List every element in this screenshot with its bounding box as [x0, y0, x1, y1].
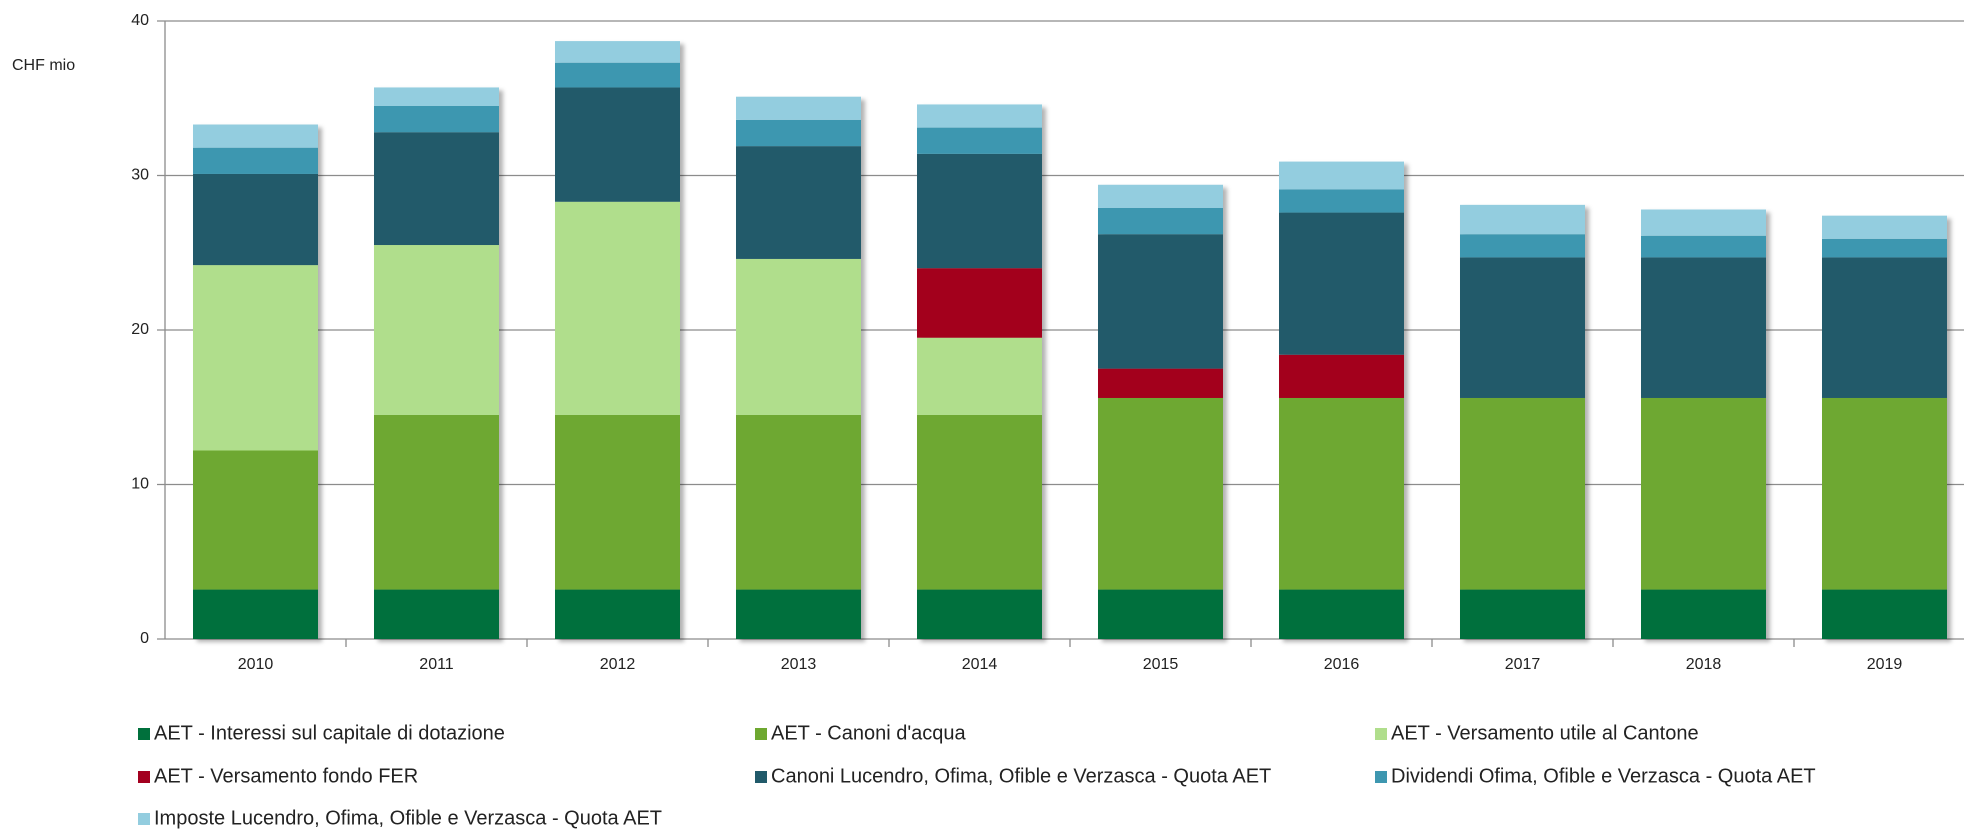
bar-segment: [1822, 215, 1947, 239]
bars: [193, 41, 1947, 639]
bar-segment: [374, 245, 499, 415]
bar-segment: [1460, 234, 1585, 258]
y-tick-label: 20: [131, 321, 149, 338]
bar-segment: [1822, 238, 1947, 258]
bar-segment: [1098, 184, 1223, 208]
bar-segment: [1822, 589, 1947, 639]
bar-segment: [1279, 161, 1404, 190]
bar-segment: [1279, 189, 1404, 213]
bar-segment: [1641, 257, 1766, 398]
bar-segment: [1460, 589, 1585, 639]
bar-segment: [374, 414, 499, 590]
x-tick-label: 2012: [600, 656, 636, 673]
y-tick-label: 30: [131, 167, 149, 184]
bar-segment: [736, 589, 861, 639]
bar-segment: [555, 589, 680, 639]
bar-segment: [736, 414, 861, 590]
x-tick-label: 2015: [1143, 656, 1179, 673]
legend-swatch: [1375, 771, 1387, 783]
bar-segment: [193, 173, 318, 266]
bar-segment: [1279, 212, 1404, 355]
legend-swatch: [138, 728, 150, 740]
y-tick-label: 10: [131, 476, 149, 493]
y-tick-label: 40: [131, 12, 149, 29]
x-tick-label: 2014: [962, 656, 998, 673]
bar-segment: [193, 450, 318, 590]
bar-segment: [1822, 257, 1947, 398]
bar-segment: [374, 132, 499, 246]
legend-swatch: [138, 771, 150, 783]
bar-segment: [374, 105, 499, 133]
legend-label: Canoni Lucendro, Ofima, Ofible e Verzasc…: [771, 765, 1271, 787]
x-tick-label: 2016: [1324, 656, 1360, 673]
x-tick-label: 2013: [781, 656, 817, 673]
x-tick-label: 2018: [1686, 656, 1722, 673]
bar-segment: [1279, 354, 1404, 398]
bar-segment: [193, 589, 318, 639]
legend-swatch: [138, 813, 150, 825]
bar-segment: [917, 337, 1042, 415]
bar-segment: [1460, 257, 1585, 398]
bar-segment: [1460, 397, 1585, 590]
bar-segment: [1641, 235, 1766, 258]
bar-segment: [555, 62, 680, 88]
bar-segment: [917, 104, 1042, 128]
bar-segment: [1641, 397, 1766, 590]
y-axis-label: CHF mio: [12, 57, 75, 74]
legend-label: AET - Versamento utile al Cantone: [1391, 722, 1699, 744]
legend-swatch: [755, 771, 767, 783]
bar-segment: [736, 258, 861, 415]
bar-segment: [1098, 397, 1223, 590]
bar-segment: [193, 265, 318, 451]
bar-segment: [1098, 589, 1223, 639]
bar-segment: [917, 153, 1042, 269]
x-tick-label: 2011: [419, 656, 454, 673]
bar-segment: [1279, 397, 1404, 590]
bar-segment: [1098, 234, 1223, 369]
bar-segment: [736, 96, 861, 120]
y-tick-label: 0: [140, 630, 149, 647]
bar-segment: [555, 41, 680, 63]
bar-segment: [1279, 589, 1404, 639]
bar-segment: [555, 87, 680, 202]
bar-segment: [1098, 368, 1223, 398]
bar-segment: [193, 124, 318, 148]
bar-segment: [1460, 204, 1585, 235]
bar-segment: [917, 127, 1042, 154]
bar-segment: [1641, 589, 1766, 639]
bar-segment: [374, 87, 499, 106]
bar-segment: [555, 201, 680, 415]
bar-segment: [1641, 209, 1766, 236]
bar-segment: [193, 147, 318, 174]
legend-swatch: [1375, 728, 1387, 740]
x-tick-label: 2017: [1505, 656, 1541, 673]
legend-label: AET - Versamento fondo FER: [154, 765, 418, 787]
bar-segment: [917, 268, 1042, 338]
legend-label: AET - Interessi sul capitale di dotazion…: [154, 722, 505, 744]
legend-label: AET - Canoni d'acqua: [771, 722, 967, 744]
bar-segment: [555, 414, 680, 590]
bar-segment: [736, 119, 861, 147]
bar-segment: [1098, 207, 1223, 235]
x-tick-label: 2010: [238, 656, 274, 673]
bar-segment: [1822, 397, 1947, 590]
x-tick-label: 2019: [1867, 656, 1903, 673]
bar-segment: [917, 414, 1042, 590]
legend-swatch: [755, 728, 767, 740]
legend-label: Imposte Lucendro, Ofima, Ofible e Verzas…: [154, 807, 662, 829]
bar-segment: [917, 589, 1042, 639]
legend-label: Dividendi Ofima, Ofible e Verzasca - Quo…: [1391, 765, 1816, 787]
bar-segment: [736, 146, 861, 259]
bar-segment: [374, 589, 499, 639]
